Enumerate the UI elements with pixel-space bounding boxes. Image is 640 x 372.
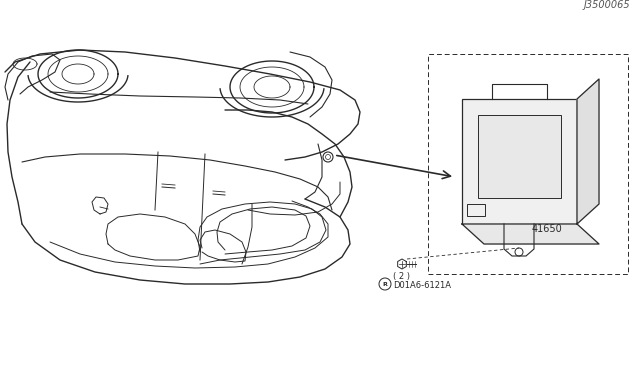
Text: J3500065: J3500065: [584, 0, 630, 10]
Bar: [478, 115, 561, 198]
Bar: [462, 99, 577, 224]
Polygon shape: [462, 224, 599, 244]
Polygon shape: [577, 79, 599, 224]
Text: D01A6-6121A: D01A6-6121A: [393, 280, 451, 289]
Text: R: R: [383, 282, 387, 286]
Bar: [467, 204, 485, 216]
Text: 41650: 41650: [532, 224, 563, 234]
Bar: [428, 54, 628, 274]
Text: ( 2 ): ( 2 ): [393, 272, 410, 280]
